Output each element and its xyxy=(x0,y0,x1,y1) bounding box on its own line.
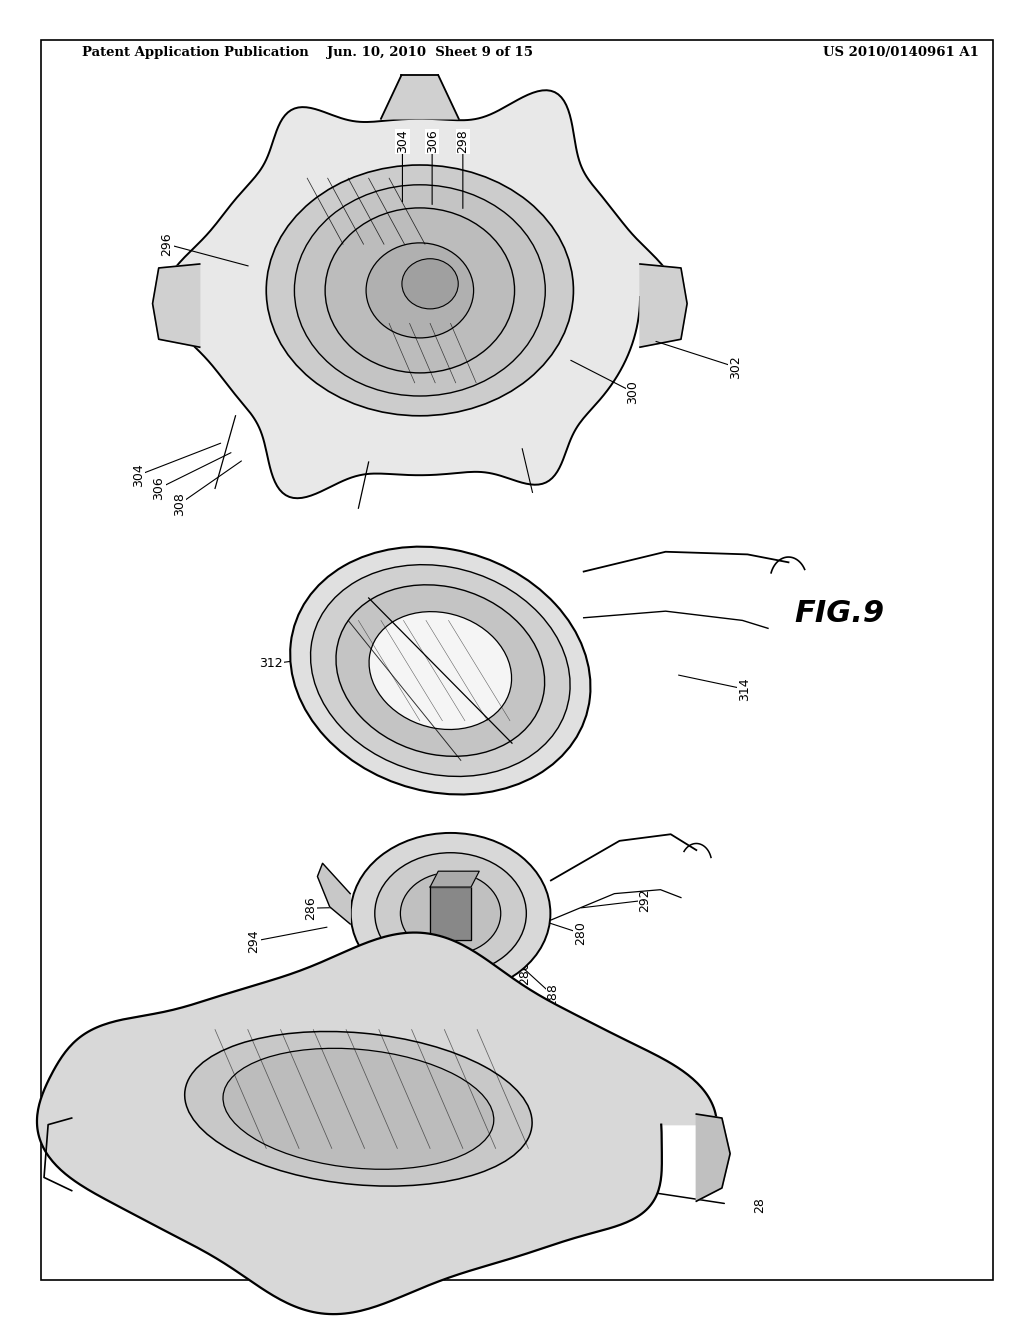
Ellipse shape xyxy=(326,207,514,372)
Text: 312: 312 xyxy=(259,657,284,671)
Polygon shape xyxy=(640,264,687,347)
Text: 28: 28 xyxy=(754,1197,766,1213)
Text: 314: 314 xyxy=(738,677,751,701)
Text: 292: 292 xyxy=(639,888,651,912)
Polygon shape xyxy=(430,871,479,887)
Text: 308: 308 xyxy=(173,492,185,516)
Text: 300: 300 xyxy=(627,380,639,404)
Ellipse shape xyxy=(375,853,526,974)
Ellipse shape xyxy=(336,585,545,756)
Ellipse shape xyxy=(184,1031,532,1187)
Text: 304: 304 xyxy=(132,463,144,487)
Polygon shape xyxy=(153,264,200,347)
Text: 316: 316 xyxy=(524,731,537,755)
Ellipse shape xyxy=(350,833,551,994)
Polygon shape xyxy=(430,887,471,940)
Text: 306: 306 xyxy=(426,129,438,153)
Text: 304: 304 xyxy=(396,129,409,153)
Text: US 2010/0140961 A1: US 2010/0140961 A1 xyxy=(823,46,979,59)
Ellipse shape xyxy=(310,565,570,776)
Text: 288: 288 xyxy=(547,983,559,1007)
Text: 286: 286 xyxy=(518,961,530,985)
Text: FIG.9: FIG.9 xyxy=(795,599,885,628)
Polygon shape xyxy=(164,90,676,498)
Polygon shape xyxy=(696,1114,730,1201)
Text: 284: 284 xyxy=(115,1152,127,1176)
Polygon shape xyxy=(381,75,459,119)
Ellipse shape xyxy=(266,165,573,416)
Polygon shape xyxy=(37,932,717,1315)
Text: 294: 294 xyxy=(248,929,260,953)
Ellipse shape xyxy=(367,243,473,338)
Text: 298: 298 xyxy=(457,129,469,153)
Text: 306: 306 xyxy=(153,477,165,500)
Text: 290: 290 xyxy=(462,849,474,873)
Ellipse shape xyxy=(369,611,512,730)
Text: Patent Application Publication: Patent Application Publication xyxy=(82,46,308,59)
Text: 280: 280 xyxy=(574,921,587,945)
Ellipse shape xyxy=(295,185,545,396)
Ellipse shape xyxy=(401,259,459,309)
Ellipse shape xyxy=(290,546,591,795)
Text: Jun. 10, 2010  Sheet 9 of 15: Jun. 10, 2010 Sheet 9 of 15 xyxy=(327,46,534,59)
Text: 282: 282 xyxy=(115,1086,127,1110)
Ellipse shape xyxy=(400,873,501,954)
Text: 286: 286 xyxy=(304,896,316,920)
Ellipse shape xyxy=(223,1048,494,1170)
Text: 302: 302 xyxy=(729,355,741,379)
Polygon shape xyxy=(317,863,350,924)
Text: 296: 296 xyxy=(161,232,173,256)
